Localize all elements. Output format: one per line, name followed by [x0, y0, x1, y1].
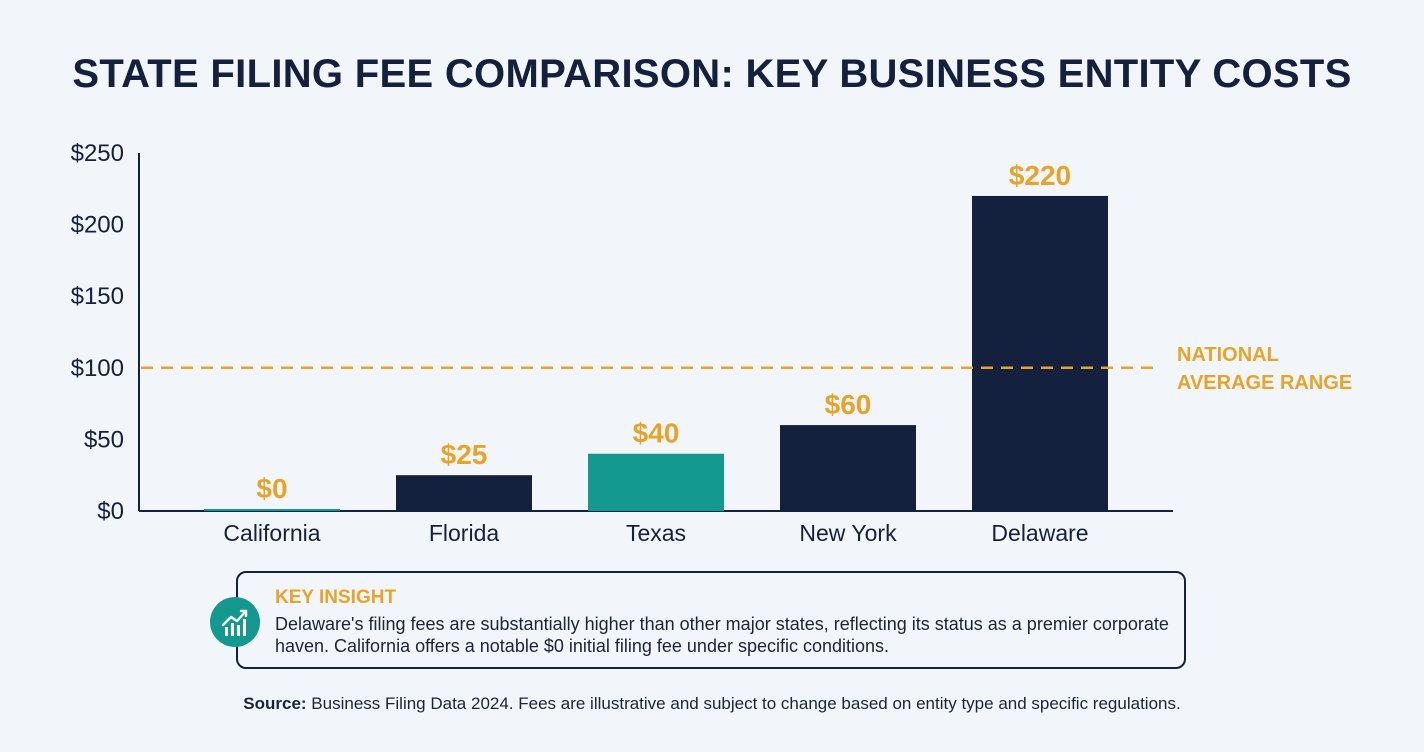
x-tick-label: California [223, 520, 320, 546]
bar-new-york [780, 425, 916, 511]
x-tick-label: Texas [626, 520, 686, 546]
x-tick-label: New York [799, 520, 897, 546]
bar-delaware [972, 195, 1108, 511]
key-insight-heading: KEY INSIGHT [275, 587, 397, 608]
bar-chart: $0 $50 $100 $150 $200 $250 $0 California $25 Flor… [71, 140, 1353, 546]
y-tick-label: $50 [84, 426, 124, 453]
x-tick-label: Florida [429, 520, 500, 546]
bar-value-label: $25 [441, 439, 488, 470]
y-tick-label: $0 [97, 498, 124, 525]
bar-value-label: $40 [633, 418, 680, 449]
bar-texas [588, 453, 724, 511]
trending-up-chart-icon [210, 597, 260, 647]
y-tick-label: $150 [71, 283, 124, 310]
source-note: Source: Business Filing Data 2024. Fees … [0, 694, 1424, 714]
y-tick-label: $200 [71, 212, 124, 239]
source-text: Business Filing Data 2024. Fees are illu… [306, 694, 1181, 713]
x-tick-label: Delaware [991, 520, 1088, 546]
key-insight-text: Delaware's filing fees are substantially… [275, 614, 1169, 656]
page-title: STATE FILING FEE COMPARISON: KEY BUSINES… [72, 52, 1352, 96]
bar-california [204, 509, 340, 511]
source-label: Source: [243, 694, 307, 713]
bar-value-label: $220 [1009, 160, 1071, 191]
bar-value-label: $60 [825, 389, 872, 420]
y-tick-label: $100 [71, 355, 124, 382]
y-tick-label: $250 [71, 140, 124, 167]
bar-value-label: $0 [256, 473, 287, 504]
reference-line-label: AVERAGE RANGE [1177, 372, 1352, 394]
reference-line-label: NATIONAL [1177, 344, 1279, 366]
bar-florida [396, 475, 532, 511]
